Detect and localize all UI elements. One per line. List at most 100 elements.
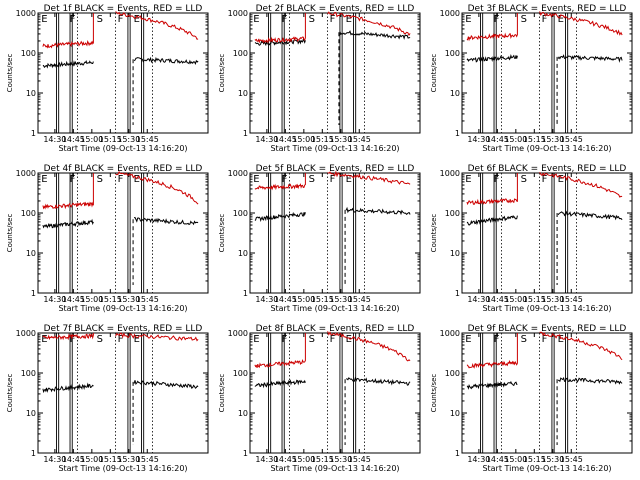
event-marker-f: F [542, 174, 548, 185]
event-marker-e: E [253, 14, 259, 25]
y-tick-label: 100 [233, 49, 248, 58]
x-tick-label: 15:45 [348, 135, 371, 144]
series-line [254, 173, 306, 191]
y-axis-label: Counts/sec [430, 54, 438, 93]
event-marker-e: E [465, 174, 471, 185]
x-tick-label: 14:45 [486, 135, 509, 144]
x-axis-label: Start Time (09-Oct-13 14:16:20) [482, 144, 611, 153]
x-tick-label: 15:15 [523, 135, 546, 144]
series-lld [466, 11, 623, 42]
event-marker-s: S [521, 174, 527, 185]
series-events [42, 216, 199, 285]
series-line [466, 54, 518, 63]
plot-frame [461, 172, 633, 294]
event-marker-s: S [521, 14, 527, 25]
series-line [327, 331, 411, 362]
series-line [115, 170, 199, 205]
series-line [339, 30, 411, 40]
x-tick-label: 14:45 [62, 455, 85, 464]
y-axis-label: Counts/sec [218, 374, 226, 413]
y-tick-label: 100 [445, 209, 460, 218]
series-line [42, 59, 94, 69]
series-line [346, 376, 411, 386]
event-marker-f: F [282, 174, 288, 185]
event-marker-f: F [282, 14, 288, 25]
y-tick-label: 1 [243, 449, 248, 458]
x-axis-label: Start Time (09-Oct-13 14:16:20) [270, 304, 399, 313]
x-tick-label: 15:45 [348, 455, 371, 464]
series-line [539, 171, 623, 198]
event-marker-f: F [118, 334, 124, 345]
event-marker-e: E [41, 334, 47, 345]
x-tick-label: 14:30 [43, 455, 66, 464]
event-marker-e: E [465, 334, 471, 345]
x-tick-label: 15:30 [117, 135, 140, 144]
x-tick-label: 15:15 [99, 455, 122, 464]
event-marker-f: F [70, 334, 76, 345]
y-tick-label: 1000 [16, 169, 36, 178]
x-tick-label: 15:45 [136, 455, 159, 464]
y-tick-label: 10 [450, 249, 460, 258]
series-line [254, 211, 306, 223]
event-marker-e: E [134, 14, 140, 25]
x-tick-label: 15:00 [80, 455, 103, 464]
event-marker-f: F [494, 334, 500, 345]
series-line [539, 331, 623, 361]
event-marker-s: S [521, 334, 527, 345]
series-line [42, 173, 94, 210]
y-axis-label: Counts/sec [218, 214, 226, 253]
chart-panel-6: Det 6f BLACK = Events, RED = LLD Counts/s… [430, 164, 633, 313]
y-tick-label: 1 [455, 289, 460, 298]
series-line [466, 333, 518, 369]
x-axis-label: Start Time (09-Oct-13 14:16:20) [270, 144, 399, 153]
series-lld [42, 170, 199, 210]
x-tick-label: 14:30 [43, 135, 66, 144]
plot-frame [249, 332, 421, 454]
series-events [42, 380, 199, 445]
x-tick-label: 15:30 [329, 455, 352, 464]
event-marker-e: E [134, 334, 140, 345]
chart-panel-3: Det 3f BLACK = Events, RED = LLD Counts/s… [430, 4, 633, 153]
y-tick-label: 100 [21, 49, 36, 58]
series-line [115, 332, 199, 342]
chart-title: Det 8f BLACK = Events, RED = LLD [256, 324, 415, 334]
y-tick-label: 100 [445, 369, 460, 378]
x-tick-label: 15:30 [117, 455, 140, 464]
y-tick-label: 1 [455, 449, 460, 458]
y-tick-label: 10 [238, 89, 248, 98]
x-tick-label: 15:30 [541, 455, 564, 464]
series-line [133, 56, 199, 65]
x-tick-label: 14:45 [486, 455, 509, 464]
x-tick-label: 15:00 [80, 295, 103, 304]
event-marker-f: F [282, 334, 288, 345]
plot-frame [461, 12, 633, 134]
y-axis-label: Counts/sec [218, 54, 226, 93]
series-line [466, 13, 518, 42]
series-line [327, 11, 411, 37]
event-marker-f: F [542, 14, 548, 25]
series-line [466, 380, 518, 390]
event-marker-e: E [41, 14, 47, 25]
x-axis-label: Start Time (09-Oct-13 14:16:20) [58, 464, 187, 473]
x-tick-label: 15:00 [292, 135, 315, 144]
x-tick-label: 15:45 [136, 135, 159, 144]
series-events [466, 210, 623, 285]
x-tick-label: 15:00 [504, 455, 527, 464]
event-marker-f: F [118, 174, 124, 185]
event-marker-f: F [330, 174, 336, 185]
plot-frame [37, 172, 209, 294]
series-line [345, 206, 411, 216]
series-line [466, 173, 518, 206]
x-tick-label: 15:45 [348, 295, 371, 304]
x-axis-label: Start Time (09-Oct-13 14:16:20) [58, 144, 187, 153]
event-marker-e: E [253, 174, 259, 185]
x-tick-label: 15:15 [311, 295, 334, 304]
series-lld [466, 171, 623, 206]
series-events [254, 206, 411, 285]
y-tick-label: 1000 [228, 329, 248, 338]
x-tick-label: 14:30 [255, 135, 278, 144]
series-events [254, 376, 411, 445]
chart-title: Det 5f BLACK = Events, RED = LLD [256, 164, 415, 174]
chart-title: Det 9f BLACK = Events, RED = LLD [468, 324, 627, 334]
y-tick-label: 10 [26, 409, 36, 418]
